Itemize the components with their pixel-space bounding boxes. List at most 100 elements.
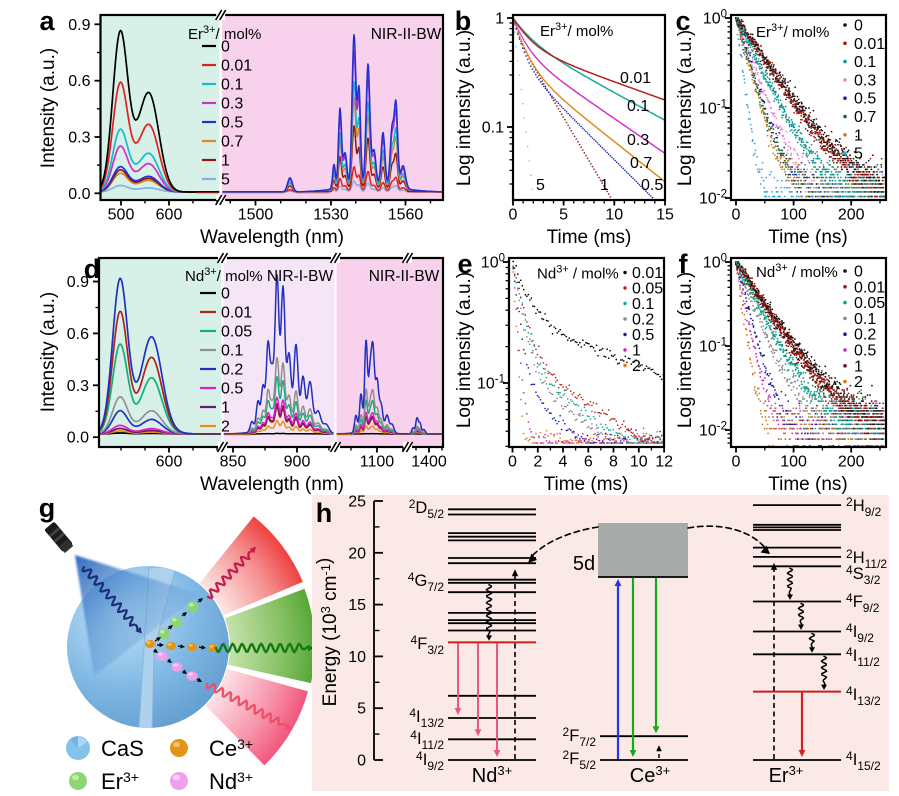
svg-text:Nd3+​ / mol%: Nd3+​ / mol%: [756, 262, 838, 281]
svg-text:0.1: 0.1: [632, 296, 654, 313]
svg-text:Wavelength (nm): Wavelength (nm): [200, 227, 344, 248]
svg-text:20: 20: [348, 545, 366, 562]
svg-text:0.3: 0.3: [67, 378, 89, 395]
svg-text:1: 1: [600, 177, 609, 194]
svg-text:4S3/2: 4S3/2: [846, 563, 881, 587]
svg-text:0.6: 0.6: [68, 73, 90, 90]
svg-text:Nd3+​ / mol%: Nd3+​ / mol%: [537, 264, 619, 283]
svg-text:600: 600: [156, 207, 183, 224]
svg-text:2F7/2: 2F7/2: [563, 725, 597, 749]
svg-text:0: 0: [221, 39, 230, 56]
svg-text:4F9/2: 4F9/2: [846, 591, 880, 615]
svg-text:0.05: 0.05: [854, 295, 885, 312]
svg-text:0.6: 0.6: [67, 326, 89, 343]
svg-text:5: 5: [559, 207, 568, 224]
svg-text:Intensity (a.u.): Intensity (a.u.): [38, 292, 59, 412]
svg-text:Log intensity (a.u.): Log intensity (a.u.): [454, 272, 475, 428]
svg-text:1: 1: [221, 153, 230, 170]
svg-text:1: 1: [221, 400, 230, 417]
svg-text:0.2: 0.2: [632, 312, 654, 329]
svg-text:0.01: 0.01: [854, 279, 885, 296]
svg-text:1: 1: [495, 11, 504, 28]
svg-text:Wavelength (nm): Wavelength (nm): [200, 474, 344, 495]
svg-text:10: 10: [348, 649, 366, 666]
svg-text:e: e: [457, 249, 472, 279]
svg-text:0.7: 0.7: [854, 109, 876, 126]
svg-text:Time (ns): Time (ns): [768, 227, 848, 248]
svg-text:2: 2: [632, 358, 641, 375]
svg-text:4: 4: [559, 454, 568, 471]
svg-text:5: 5: [854, 146, 863, 163]
svg-text:b: b: [455, 6, 472, 36]
svg-text:4I15/2: 4I15/2: [846, 749, 881, 773]
svg-text:Er3+​/ mol%: Er3+​/ mol%: [756, 22, 829, 41]
svg-text:Time (ns): Time (ns): [768, 474, 848, 495]
svg-text:2H9/2: 2H9/2: [846, 495, 882, 519]
svg-text:0.7: 0.7: [630, 155, 652, 172]
svg-text:0.05: 0.05: [632, 281, 663, 298]
svg-text:15: 15: [348, 597, 366, 614]
svg-text:Time (ms): Time (ms): [544, 474, 629, 495]
svg-text:1100: 1100: [360, 454, 395, 471]
svg-text:2: 2: [854, 374, 863, 391]
svg-text:0.01: 0.01: [221, 58, 252, 75]
svg-text:f: f: [679, 249, 689, 279]
svg-text:1400: 1400: [411, 454, 447, 471]
svg-text:CaS: CaS: [101, 736, 144, 761]
svg-text:5: 5: [221, 172, 230, 189]
svg-text:0: 0: [221, 286, 230, 303]
svg-text:0.0: 0.0: [68, 186, 90, 203]
svg-text:100: 100: [780, 207, 807, 224]
svg-text:1: 1: [854, 358, 863, 375]
svg-text:1: 1: [854, 127, 863, 144]
svg-text:0.1: 0.1: [854, 54, 876, 71]
svg-text:0: 0: [508, 454, 517, 471]
svg-text:0: 0: [357, 753, 366, 770]
svg-text:4I9/2: 4I9/2: [846, 621, 874, 645]
svg-text:4I13/2: 4I13/2: [409, 706, 444, 730]
svg-text:0.01: 0.01: [221, 305, 252, 322]
svg-text:Nd3+​/ mol%: Nd3+​/ mol%: [185, 266, 263, 285]
svg-text:200: 200: [838, 207, 865, 224]
svg-text:0.1: 0.1: [482, 120, 504, 137]
svg-text:0.5: 0.5: [641, 177, 663, 194]
svg-text:0: 0: [854, 264, 863, 281]
svg-text:Er3+​/ mol%: Er3+​/ mol%: [540, 21, 613, 40]
svg-text:0.5: 0.5: [221, 115, 243, 132]
svg-text:4I11/2: 4I11/2: [410, 728, 444, 752]
svg-text:600: 600: [156, 454, 183, 471]
svg-text:0.9: 0.9: [67, 274, 89, 291]
svg-text:Nd3+: Nd3+: [472, 763, 512, 787]
svg-text:0.05: 0.05: [221, 324, 252, 341]
svg-text:4I9/2: 4I9/2: [416, 749, 444, 773]
svg-text:10: 10: [605, 207, 623, 224]
svg-text:5: 5: [357, 701, 366, 718]
svg-text:2: 2: [533, 454, 542, 471]
svg-text:0.01: 0.01: [620, 70, 651, 87]
svg-text:Log intensity (a.u.): Log intensity (a.u.): [675, 30, 696, 186]
svg-text:900: 900: [284, 454, 311, 471]
svg-text:Log intensity (a.u.): Log intensity (a.u.): [675, 272, 696, 428]
svg-text:a: a: [39, 6, 55, 36]
svg-text:0.2: 0.2: [854, 327, 876, 344]
svg-text:0.1: 0.1: [854, 311, 876, 328]
svg-text:Log intensity (a.u.): Log intensity (a.u.): [454, 30, 475, 186]
svg-text:c: c: [675, 6, 690, 36]
svg-text:1: 1: [632, 343, 641, 360]
svg-text:5: 5: [536, 177, 545, 194]
svg-text:1560: 1560: [388, 207, 424, 224]
svg-text:2H11/2: 2H11/2: [846, 547, 887, 571]
svg-text:0.0: 0.0: [67, 430, 89, 447]
svg-text:0.3: 0.3: [68, 130, 90, 147]
svg-text:12: 12: [655, 454, 673, 471]
svg-text:6: 6: [584, 454, 593, 471]
svg-text:15: 15: [656, 207, 674, 224]
svg-text:0: 0: [732, 454, 741, 471]
svg-text:4I11/2: 4I11/2: [846, 645, 880, 669]
svg-text:0.1: 0.1: [221, 77, 243, 94]
svg-text:25: 25: [348, 494, 366, 511]
svg-text:0.7: 0.7: [221, 134, 243, 151]
svg-text:0.5: 0.5: [221, 381, 243, 398]
svg-text:4I13/2: 4I13/2: [846, 684, 881, 708]
svg-text:850: 850: [220, 454, 247, 471]
